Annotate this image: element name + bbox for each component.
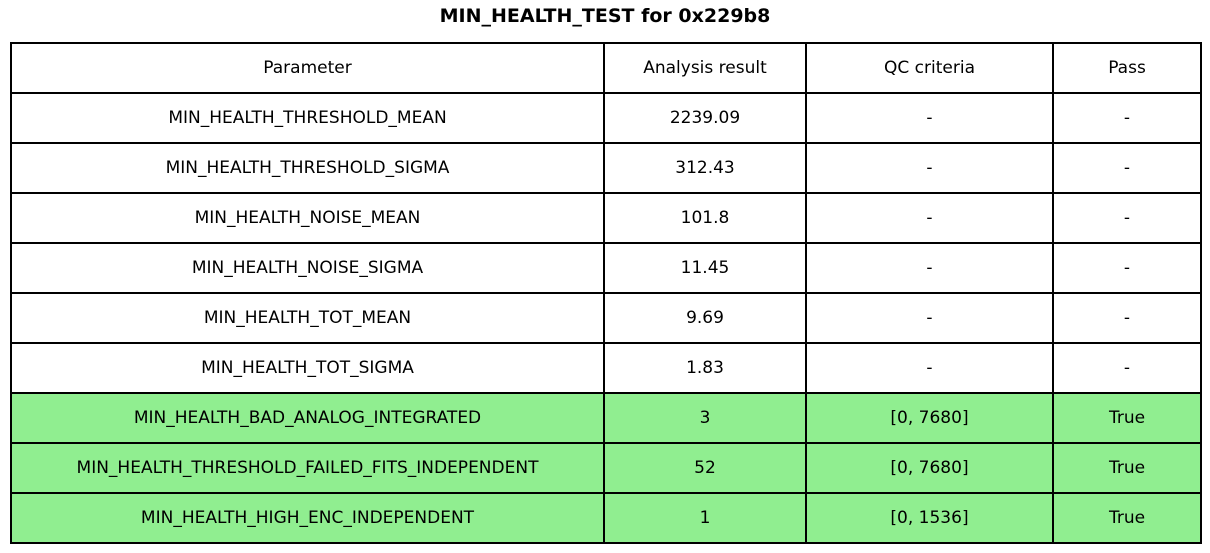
cell-analysis-result: 1.83 [603,342,807,394]
cell-qc-criteria: - [805,242,1054,294]
header-row: Parameter Analysis result QC criteria Pa… [10,42,1202,94]
cell-qc-criteria: [0, 7680] [805,392,1054,444]
cell-analysis-result: 101.8 [603,192,807,244]
cell-parameter: MIN_HEALTH_THRESHOLD_MEAN [10,92,605,144]
cell-pass: - [1052,242,1202,294]
cell-pass: True [1052,492,1202,544]
cell-analysis-result: 11.45 [603,242,807,294]
cell-qc-criteria: - [805,292,1054,344]
qc-results-table: Parameter Analysis result QC criteria Pa… [10,42,1202,544]
table-row: MIN_HEALTH_THRESHOLD_MEAN 2239.09- - [10,92,1202,144]
cell-pass: True [1052,392,1202,444]
cell-parameter: MIN_HEALTH_TOT_MEAN [10,292,605,344]
cell-parameter: MIN_HEALTH_THRESHOLD_SIGMA [10,142,605,194]
cell-parameter: MIN_HEALTH_HIGH_ENC_INDEPENDENT [10,492,605,544]
cell-qc-criteria: - [805,342,1054,394]
cell-pass: - [1052,292,1202,344]
table-row: MIN_HEALTH_HIGH_ENC_INDEPENDENT 1 [0, 1536… [10,492,1202,544]
table-body: MIN_HEALTH_THRESHOLD_MEAN 2239.09- - MIN_HE… [10,92,1202,544]
table-row: MIN_HEALTH_BAD_ANALOG_INTEGRATED 3 [0, 768… [10,392,1202,444]
cell-pass: - [1052,192,1202,244]
cell-analysis-result: 1 [603,492,807,544]
column-header-analysis-result: Analysis result [603,42,807,94]
table-row: MIN_HEALTH_TOT_SIGMA 1.83- - [10,342,1202,394]
cell-qc-criteria: - [805,142,1054,194]
cell-analysis-result: 9.69 [603,292,807,344]
cell-analysis-result: 52 [603,442,807,494]
column-header-qc-criteria: QC criteria [805,42,1054,94]
cell-qc-criteria: [0, 7680] [805,442,1054,494]
cell-pass: - [1052,92,1202,144]
table-row: MIN_HEALTH_THRESHOLD_FAILED_FITS_INDEPEN… [10,442,1202,494]
cell-parameter: MIN_HEALTH_NOISE_MEAN [10,192,605,244]
column-header-parameter: Parameter [10,42,605,94]
page-title: MIN_HEALTH_TEST for 0x229b8 [439,5,771,27]
cell-parameter: MIN_HEALTH_TOT_SIGMA [10,342,605,394]
table-row: MIN_HEALTH_TOT_MEAN 9.69- - [10,292,1202,344]
cell-pass: - [1052,342,1202,394]
column-header-pass: Pass [1052,42,1202,94]
cell-analysis-result: 2239.09 [603,92,807,144]
cell-analysis-result: 3 [603,392,807,444]
cell-parameter: MIN_HEALTH_BAD_ANALOG_INTEGRATED [10,392,605,444]
table-row: MIN_HEALTH_THRESHOLD_SIGMA 312.43- - [10,142,1202,194]
cell-parameter: MIN_HEALTH_NOISE_SIGMA [10,242,605,294]
cell-parameter: MIN_HEALTH_THRESHOLD_FAILED_FITS_INDEPEN… [10,442,605,494]
cell-analysis-result: 312.43 [603,142,807,194]
table-row: MIN_HEALTH_NOISE_SIGMA 11.45- - [10,242,1202,294]
cell-qc-criteria: [0, 1536] [805,492,1054,544]
table-row: MIN_HEALTH_NOISE_MEAN 101.8- - [10,192,1202,244]
cell-qc-criteria: - [805,192,1054,244]
cell-pass: True [1052,442,1202,494]
cell-qc-criteria: - [805,92,1054,144]
cell-pass: - [1052,142,1202,194]
